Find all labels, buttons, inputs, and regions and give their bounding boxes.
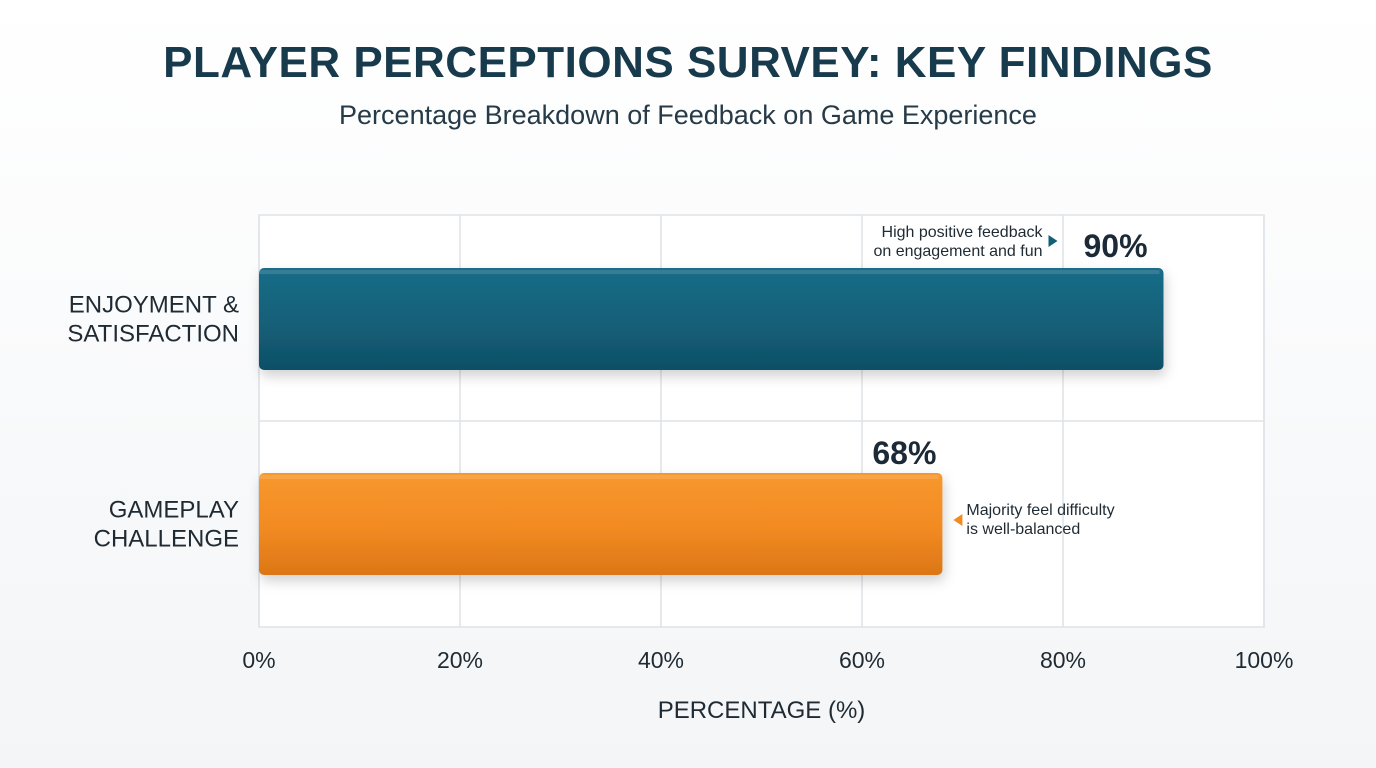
chart-subtitle: Percentage Breakdown of Feedback on Game… [339, 100, 1037, 130]
value-label: 90% [1084, 228, 1148, 264]
bar-highlight [259, 475, 939, 479]
chart-title: PLAYER PERCEPTIONS SURVEY: KEY FINDINGS [163, 38, 1213, 87]
annotation-text: High positive feedback [882, 224, 1044, 241]
category-label: SATISFACTION [67, 321, 239, 348]
bar [259, 268, 1164, 370]
x-tick-label: 60% [839, 647, 885, 673]
category-label: GAMEPLAY [109, 497, 239, 524]
bar [259, 473, 943, 575]
annotation-text: is well-balanced [966, 521, 1080, 538]
annotation-text: Majority feel difficulty [966, 502, 1114, 519]
annotation-pointer [953, 514, 963, 526]
annotation-text: on engagement and fun [873, 243, 1042, 260]
x-axis-label: PERCENTAGE (%) [658, 697, 866, 724]
bar-highlight [259, 270, 1160, 274]
annotation-pointer [1048, 235, 1058, 247]
category-label: ENJOYMENT & [69, 292, 239, 319]
x-tick-label: 0% [242, 647, 275, 673]
value-label: 68% [872, 435, 936, 471]
x-tick-label: 20% [437, 647, 483, 673]
x-tick-label: 100% [1235, 647, 1294, 673]
x-tick-label: 40% [638, 647, 684, 673]
category-label: CHALLENGE [94, 526, 239, 553]
x-tick-label: 80% [1040, 647, 1086, 673]
